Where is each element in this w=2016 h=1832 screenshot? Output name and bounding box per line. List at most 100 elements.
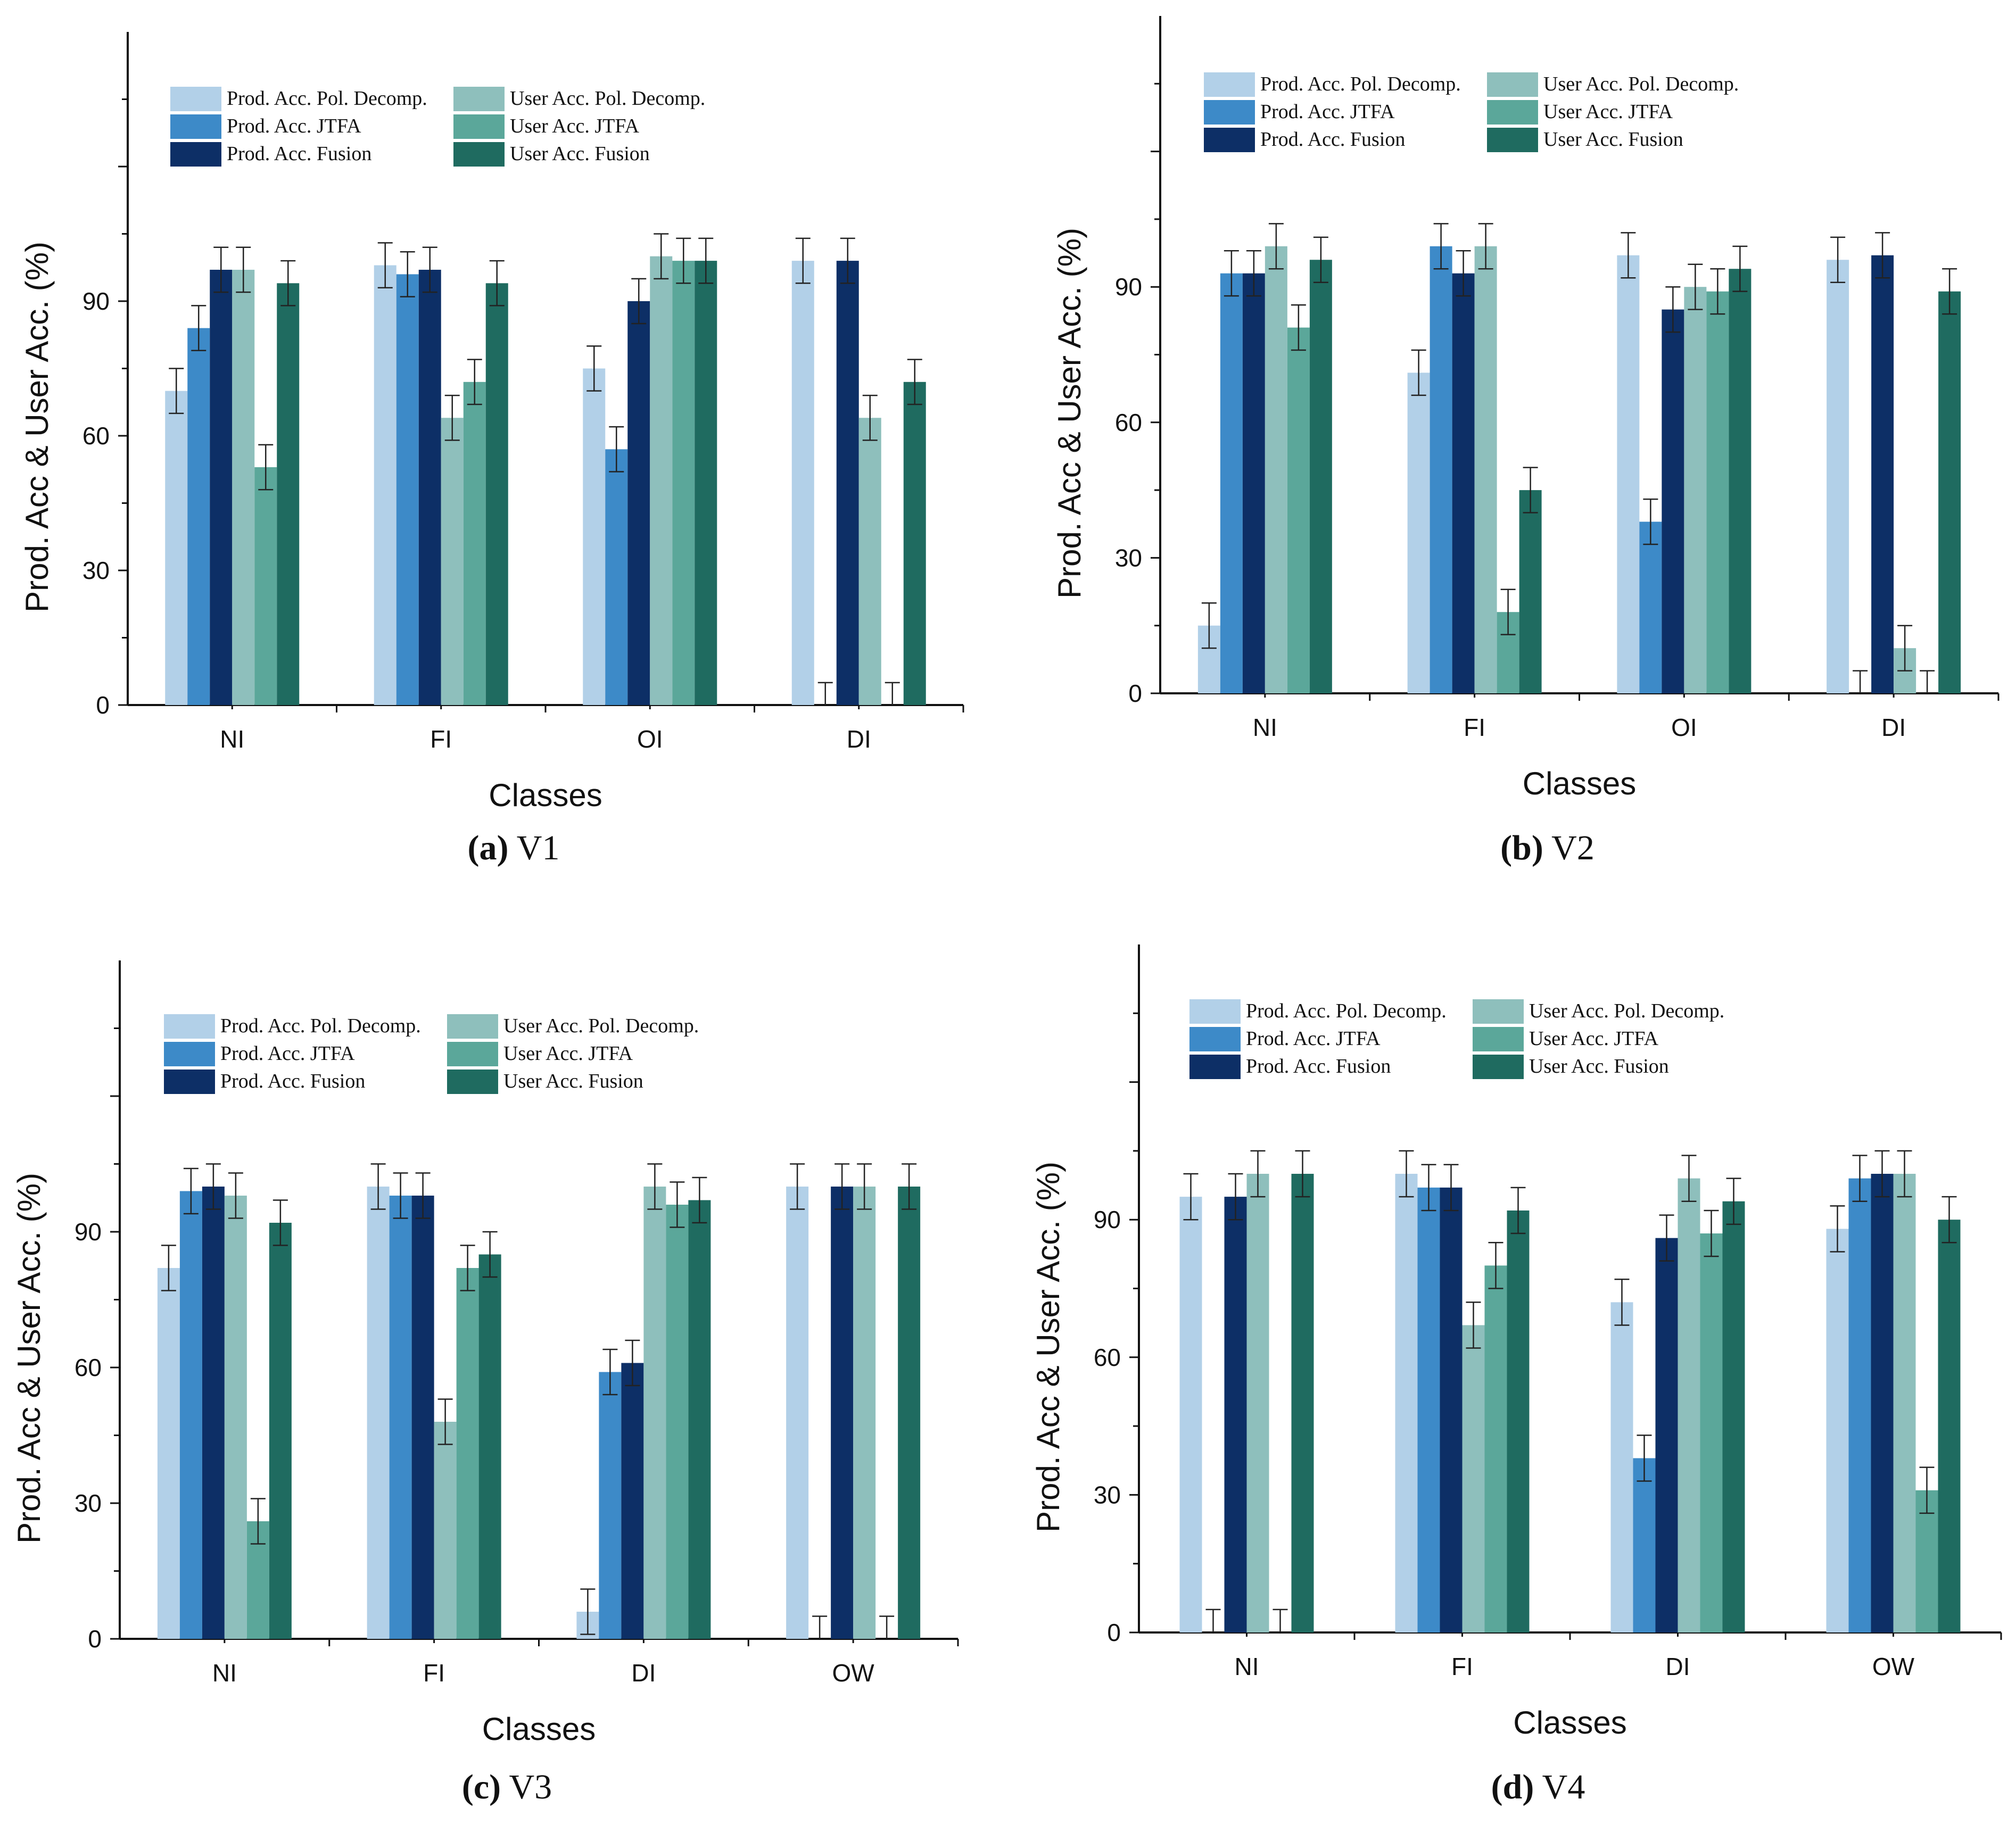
y-tick-label: 60 bbox=[75, 1354, 102, 1381]
caption-letter: (d) bbox=[1491, 1768, 1534, 1806]
legend-swatch bbox=[170, 114, 221, 139]
x-axis-title: Classes bbox=[489, 777, 602, 813]
bar bbox=[643, 1187, 666, 1639]
legend-swatch bbox=[1189, 1055, 1241, 1079]
bar bbox=[858, 418, 881, 705]
bar bbox=[1179, 1197, 1202, 1632]
legend-swatch bbox=[447, 1014, 498, 1039]
legend-swatch bbox=[164, 1070, 215, 1094]
chart-panel-v4: 0 30 60 90 Prod. Acc & User Acc. (%) NI FI DI OW… bbox=[1030, 944, 2002, 1806]
bar bbox=[672, 261, 695, 706]
bar bbox=[1309, 260, 1332, 693]
bar bbox=[1617, 255, 1640, 693]
legend-swatch bbox=[1204, 128, 1255, 152]
bar bbox=[695, 261, 717, 706]
bar bbox=[1678, 1178, 1700, 1632]
bar bbox=[1507, 1210, 1530, 1632]
legend-label: User Acc. Fusion bbox=[1543, 128, 1683, 151]
legend-label: User Acc. Fusion bbox=[503, 1070, 643, 1092]
y-tick-label: 0 bbox=[88, 1625, 102, 1653]
legend-label: User Acc. Pol. Decomp. bbox=[1529, 1000, 1724, 1022]
legend-label: Prod. Acc. Fusion bbox=[1260, 128, 1405, 151]
bar bbox=[269, 1223, 292, 1639]
caption-name: V1 bbox=[508, 828, 559, 867]
legend-swatch bbox=[447, 1042, 498, 1066]
bar bbox=[1893, 1174, 1916, 1632]
bar bbox=[666, 1205, 689, 1639]
bar bbox=[1827, 260, 1849, 693]
x-tick-label: NI bbox=[1253, 714, 1277, 741]
bar bbox=[1915, 1490, 1938, 1632]
legend-label: Prod. Acc. JTFA bbox=[1246, 1027, 1381, 1050]
y-tick-label: 0 bbox=[1128, 679, 1142, 707]
bar bbox=[1871, 255, 1894, 693]
x-axis-title: Classes bbox=[482, 1711, 596, 1747]
caption-name: V4 bbox=[1534, 1768, 1585, 1806]
bar bbox=[650, 256, 673, 706]
x-tick-label: NI bbox=[212, 1659, 237, 1687]
legend-swatch bbox=[453, 87, 505, 111]
bar bbox=[441, 418, 464, 705]
bar bbox=[485, 283, 508, 705]
y-axis-title: Prod. Acc & User Acc. (%) bbox=[1052, 228, 1087, 599]
y-tick-label: 90 bbox=[75, 1218, 102, 1246]
x-axis-title: Classes bbox=[1513, 1705, 1626, 1740]
legend-swatch bbox=[1204, 100, 1255, 125]
legend-swatch bbox=[1473, 1055, 1524, 1079]
bar bbox=[791, 261, 814, 706]
y-axis-title: Prod. Acc & User Acc. (%) bbox=[1030, 1162, 1066, 1532]
bar bbox=[1224, 1197, 1247, 1632]
legend-swatch bbox=[453, 114, 505, 139]
y-tick-label: 0 bbox=[96, 691, 110, 719]
x-tick-label: OW bbox=[1872, 1653, 1915, 1680]
x-tick-label: FI bbox=[1451, 1653, 1473, 1680]
x-tick-label: DI bbox=[631, 1659, 656, 1687]
legend-label: User Acc. Pol. Decomp. bbox=[503, 1015, 699, 1037]
bar bbox=[831, 1187, 854, 1639]
legend-label: Prod. Acc. Pol. Decomp. bbox=[1246, 1000, 1447, 1022]
bar bbox=[853, 1187, 876, 1639]
bar bbox=[1242, 273, 1265, 693]
y-axis-title: Prod. Acc & User Acc. (%) bbox=[11, 1173, 47, 1544]
x-tick-label: OI bbox=[1671, 714, 1697, 741]
y-tick-label: 90 bbox=[1094, 1206, 1121, 1233]
x-tick-label: NI bbox=[220, 725, 244, 753]
chart-panel-v3: 0 30 60 90 Prod. Acc & User Acc. (%) NI FI DI OW… bbox=[11, 960, 959, 1806]
y-tick-label: 60 bbox=[1094, 1344, 1121, 1371]
bar bbox=[1826, 1229, 1849, 1632]
legend-swatch bbox=[1189, 1027, 1241, 1051]
legend-label: Prod. Acc. Pol. Decomp. bbox=[227, 87, 427, 110]
y-tick-label: 90 bbox=[82, 287, 110, 315]
bar bbox=[434, 1422, 457, 1639]
bar bbox=[599, 1372, 622, 1639]
caption-letter: (b) bbox=[1500, 828, 1543, 867]
caption-letter: (c) bbox=[462, 1768, 501, 1806]
bar bbox=[1848, 1178, 1871, 1632]
caption-letter: (a) bbox=[468, 828, 509, 867]
x-tick-label: FI bbox=[1464, 714, 1485, 741]
bar bbox=[210, 269, 233, 705]
legend-swatch bbox=[164, 1014, 215, 1039]
bar bbox=[374, 265, 396, 705]
x-tick-label: DI bbox=[1666, 1653, 1690, 1680]
legend-swatch bbox=[1204, 72, 1255, 97]
bar bbox=[1452, 273, 1475, 693]
bar bbox=[786, 1187, 809, 1639]
bar bbox=[903, 382, 926, 705]
bar bbox=[396, 274, 419, 705]
legend-label: User Acc. JTFA bbox=[1529, 1027, 1659, 1050]
bar bbox=[179, 1191, 202, 1639]
legend-swatch bbox=[1189, 999, 1241, 1024]
legend-label: User Acc. JTFA bbox=[510, 115, 640, 137]
bar bbox=[277, 283, 300, 705]
bar bbox=[621, 1363, 644, 1639]
bar bbox=[411, 1196, 434, 1639]
x-tick-label: FI bbox=[430, 725, 452, 753]
caption-name: V2 bbox=[1543, 828, 1594, 867]
y-tick-label: 60 bbox=[1115, 409, 1142, 436]
bar bbox=[165, 391, 188, 705]
legend-label: User Acc. JTFA bbox=[1543, 101, 1673, 123]
legend-swatch bbox=[1487, 100, 1538, 125]
legend-swatch bbox=[164, 1042, 215, 1066]
